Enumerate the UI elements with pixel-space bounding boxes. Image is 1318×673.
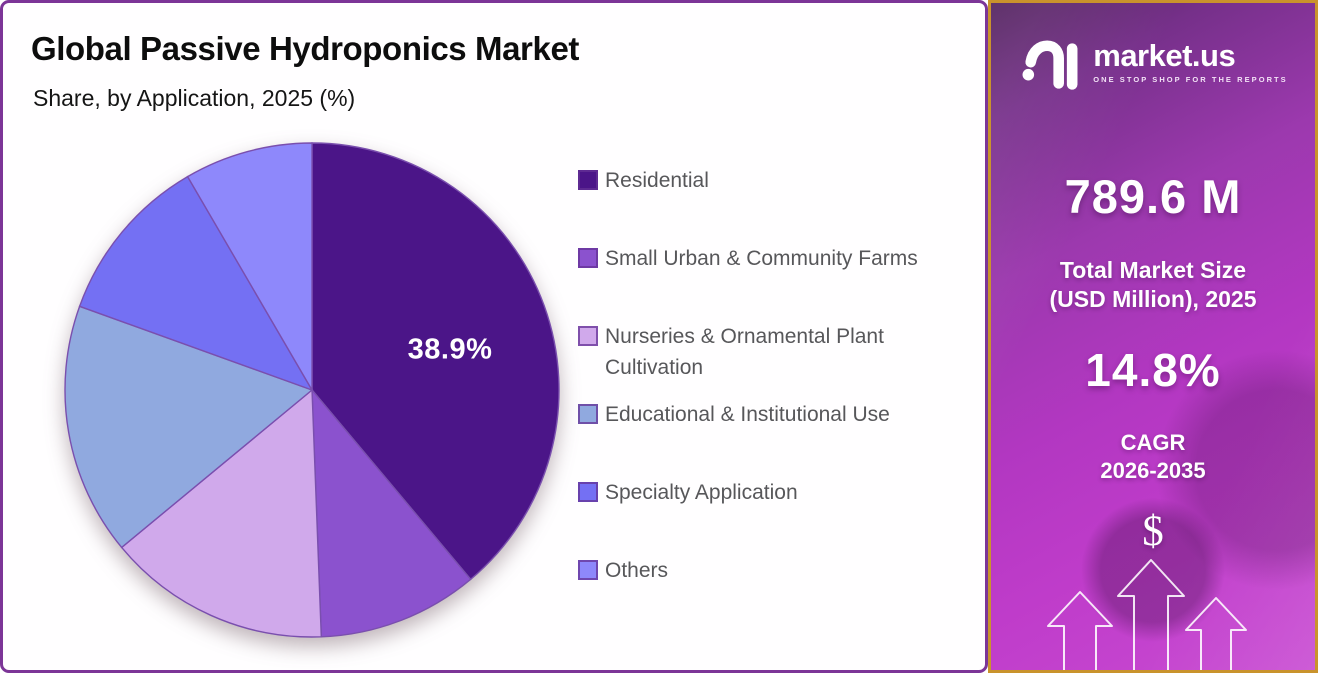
pie-slice <box>64 305 314 549</box>
growth-arrow-left-icon <box>1047 591 1113 670</box>
legend-label: Specialty Application <box>605 481 798 504</box>
pie-slice <box>311 142 560 581</box>
legend-item-others: Others <box>578 532 982 610</box>
pie-chart <box>52 130 572 650</box>
legend-swatch-icon <box>578 170 598 190</box>
legend-label: Residential <box>605 169 709 192</box>
chart-panel: Global Passive Hydroponics Market Share,… <box>0 0 988 673</box>
dollar-sign: $ <box>1142 508 1164 555</box>
pie-slice <box>311 387 472 638</box>
pie-chart-svg <box>64 142 560 638</box>
legend-label: Nurseries & Ornamental Plant Cultivation <box>605 325 884 379</box>
legend-item-small-urban-community-farms: Small Urban & Community Farms <box>578 220 982 298</box>
cagr-label-line2: 2026-2035 <box>1100 458 1206 483</box>
legend-label: Small Urban & Community Farms <box>605 247 918 270</box>
brand-logo: market.us ONE STOP SHOP FOR THE REPORTS <box>991 39 1315 93</box>
brand-sidebar: market.us ONE STOP SHOP FOR THE REPORTS … <box>988 0 1318 673</box>
growth-arrows-icon <box>1047 559 1247 670</box>
legend-label: Educational & Institutional Use <box>605 403 890 426</box>
legend-swatch-icon <box>578 404 598 424</box>
cagr-value: 14.8% <box>1085 344 1221 396</box>
brand-name: market.us <box>1093 38 1236 73</box>
pie-slice <box>186 142 313 393</box>
market-size-value: 789.6 M <box>1064 170 1242 223</box>
market-size-label-line2: (USD Million), 2025 <box>1049 286 1257 312</box>
growth-arrow-middle-icon <box>1117 559 1185 670</box>
legend-item-residential: Residential <box>578 142 982 220</box>
legend-item-specialty-application: Specialty Application <box>578 454 982 532</box>
pie-slice <box>120 388 323 638</box>
cagr-label: CAGR 2026-2035 <box>991 429 1315 485</box>
brand-tagline: ONE STOP SHOP FOR THE REPORTS <box>1093 75 1288 84</box>
market-size-label: Total Market Size (USD Million), 2025 <box>991 256 1315 314</box>
legend-swatch-icon <box>578 248 598 268</box>
market-size-label-line1: Total Market Size <box>1059 257 1247 283</box>
pie-slice-data-label: 38.9% <box>407 333 493 366</box>
legend-swatch-icon <box>578 560 598 580</box>
page-subtitle: Share, by Application, 2025 (%) <box>33 85 356 111</box>
brand-logo-text: market.us ONE STOP SHOP FOR THE REPORTS <box>1093 38 1288 85</box>
page-title: Global Passive Hydroponics Market <box>31 30 579 67</box>
legend: Residential Small Urban & Community Farm… <box>578 142 982 610</box>
pie-slice <box>78 175 314 392</box>
legend-swatch-icon <box>578 326 598 346</box>
legend-item-nurseries-ornamental: Nurseries & Ornamental Plant Cultivation <box>578 298 982 379</box>
legend-swatch-icon <box>578 482 598 502</box>
legend-item-educational-institutional: Educational & Institutional Use <box>578 376 982 454</box>
legend-label: Others <box>605 559 669 582</box>
growth-arrow-right-icon <box>1185 597 1247 670</box>
marketus-logo-icon <box>1022 40 1078 90</box>
cagr-label-line1: CAGR <box>1120 430 1186 455</box>
